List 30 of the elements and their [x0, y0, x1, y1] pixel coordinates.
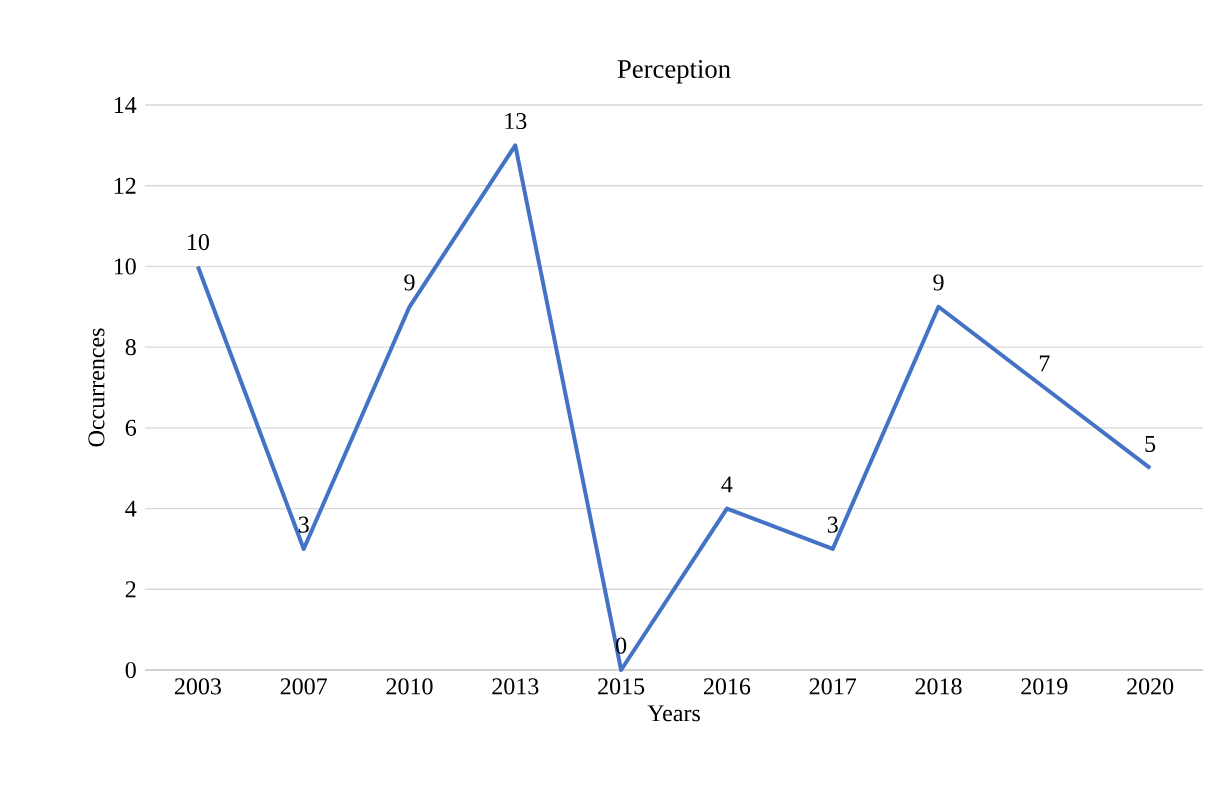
y-tick-label: 4: [125, 500, 137, 517]
y-tick-label: 14: [114, 97, 137, 113]
x-tick-label: 2019: [1021, 678, 1068, 695]
x-axis-title: Years: [647, 705, 700, 722]
x-tick-label: 2013: [492, 678, 539, 695]
data-label: 3: [827, 516, 838, 533]
y-tick-label: 8: [125, 339, 136, 356]
x-tick-label: 2015: [598, 678, 645, 695]
data-label: 10: [188, 233, 209, 251]
y-axis-title: Occurrences: [88, 328, 105, 447]
chart-title: Perception: [617, 60, 731, 84]
data-label: 9: [404, 274, 415, 291]
x-tick-label: 2018: [915, 678, 962, 695]
data-label: 5: [1145, 435, 1156, 452]
y-tick-label: 2: [125, 581, 136, 598]
x-tick-label: 2017: [809, 678, 857, 695]
x-tick-label: 2020: [1127, 678, 1174, 695]
y-tick-label: 0: [125, 661, 136, 679]
data-label: 13: [505, 112, 527, 130]
y-tick-label: 6: [125, 419, 137, 436]
x-tick-label: 2010: [386, 678, 433, 695]
x-tick-label: 2007: [280, 678, 328, 695]
data-label: 9: [933, 274, 944, 291]
data-label: 3: [298, 516, 309, 533]
x-tick-label: 2003: [174, 678, 221, 695]
y-tick-label: 12: [114, 177, 136, 194]
data-label: 7: [1039, 355, 1050, 372]
y-tick-label: 10: [114, 258, 136, 275]
x-tick-label: 2016: [703, 678, 751, 695]
data-label: 4: [721, 476, 733, 493]
